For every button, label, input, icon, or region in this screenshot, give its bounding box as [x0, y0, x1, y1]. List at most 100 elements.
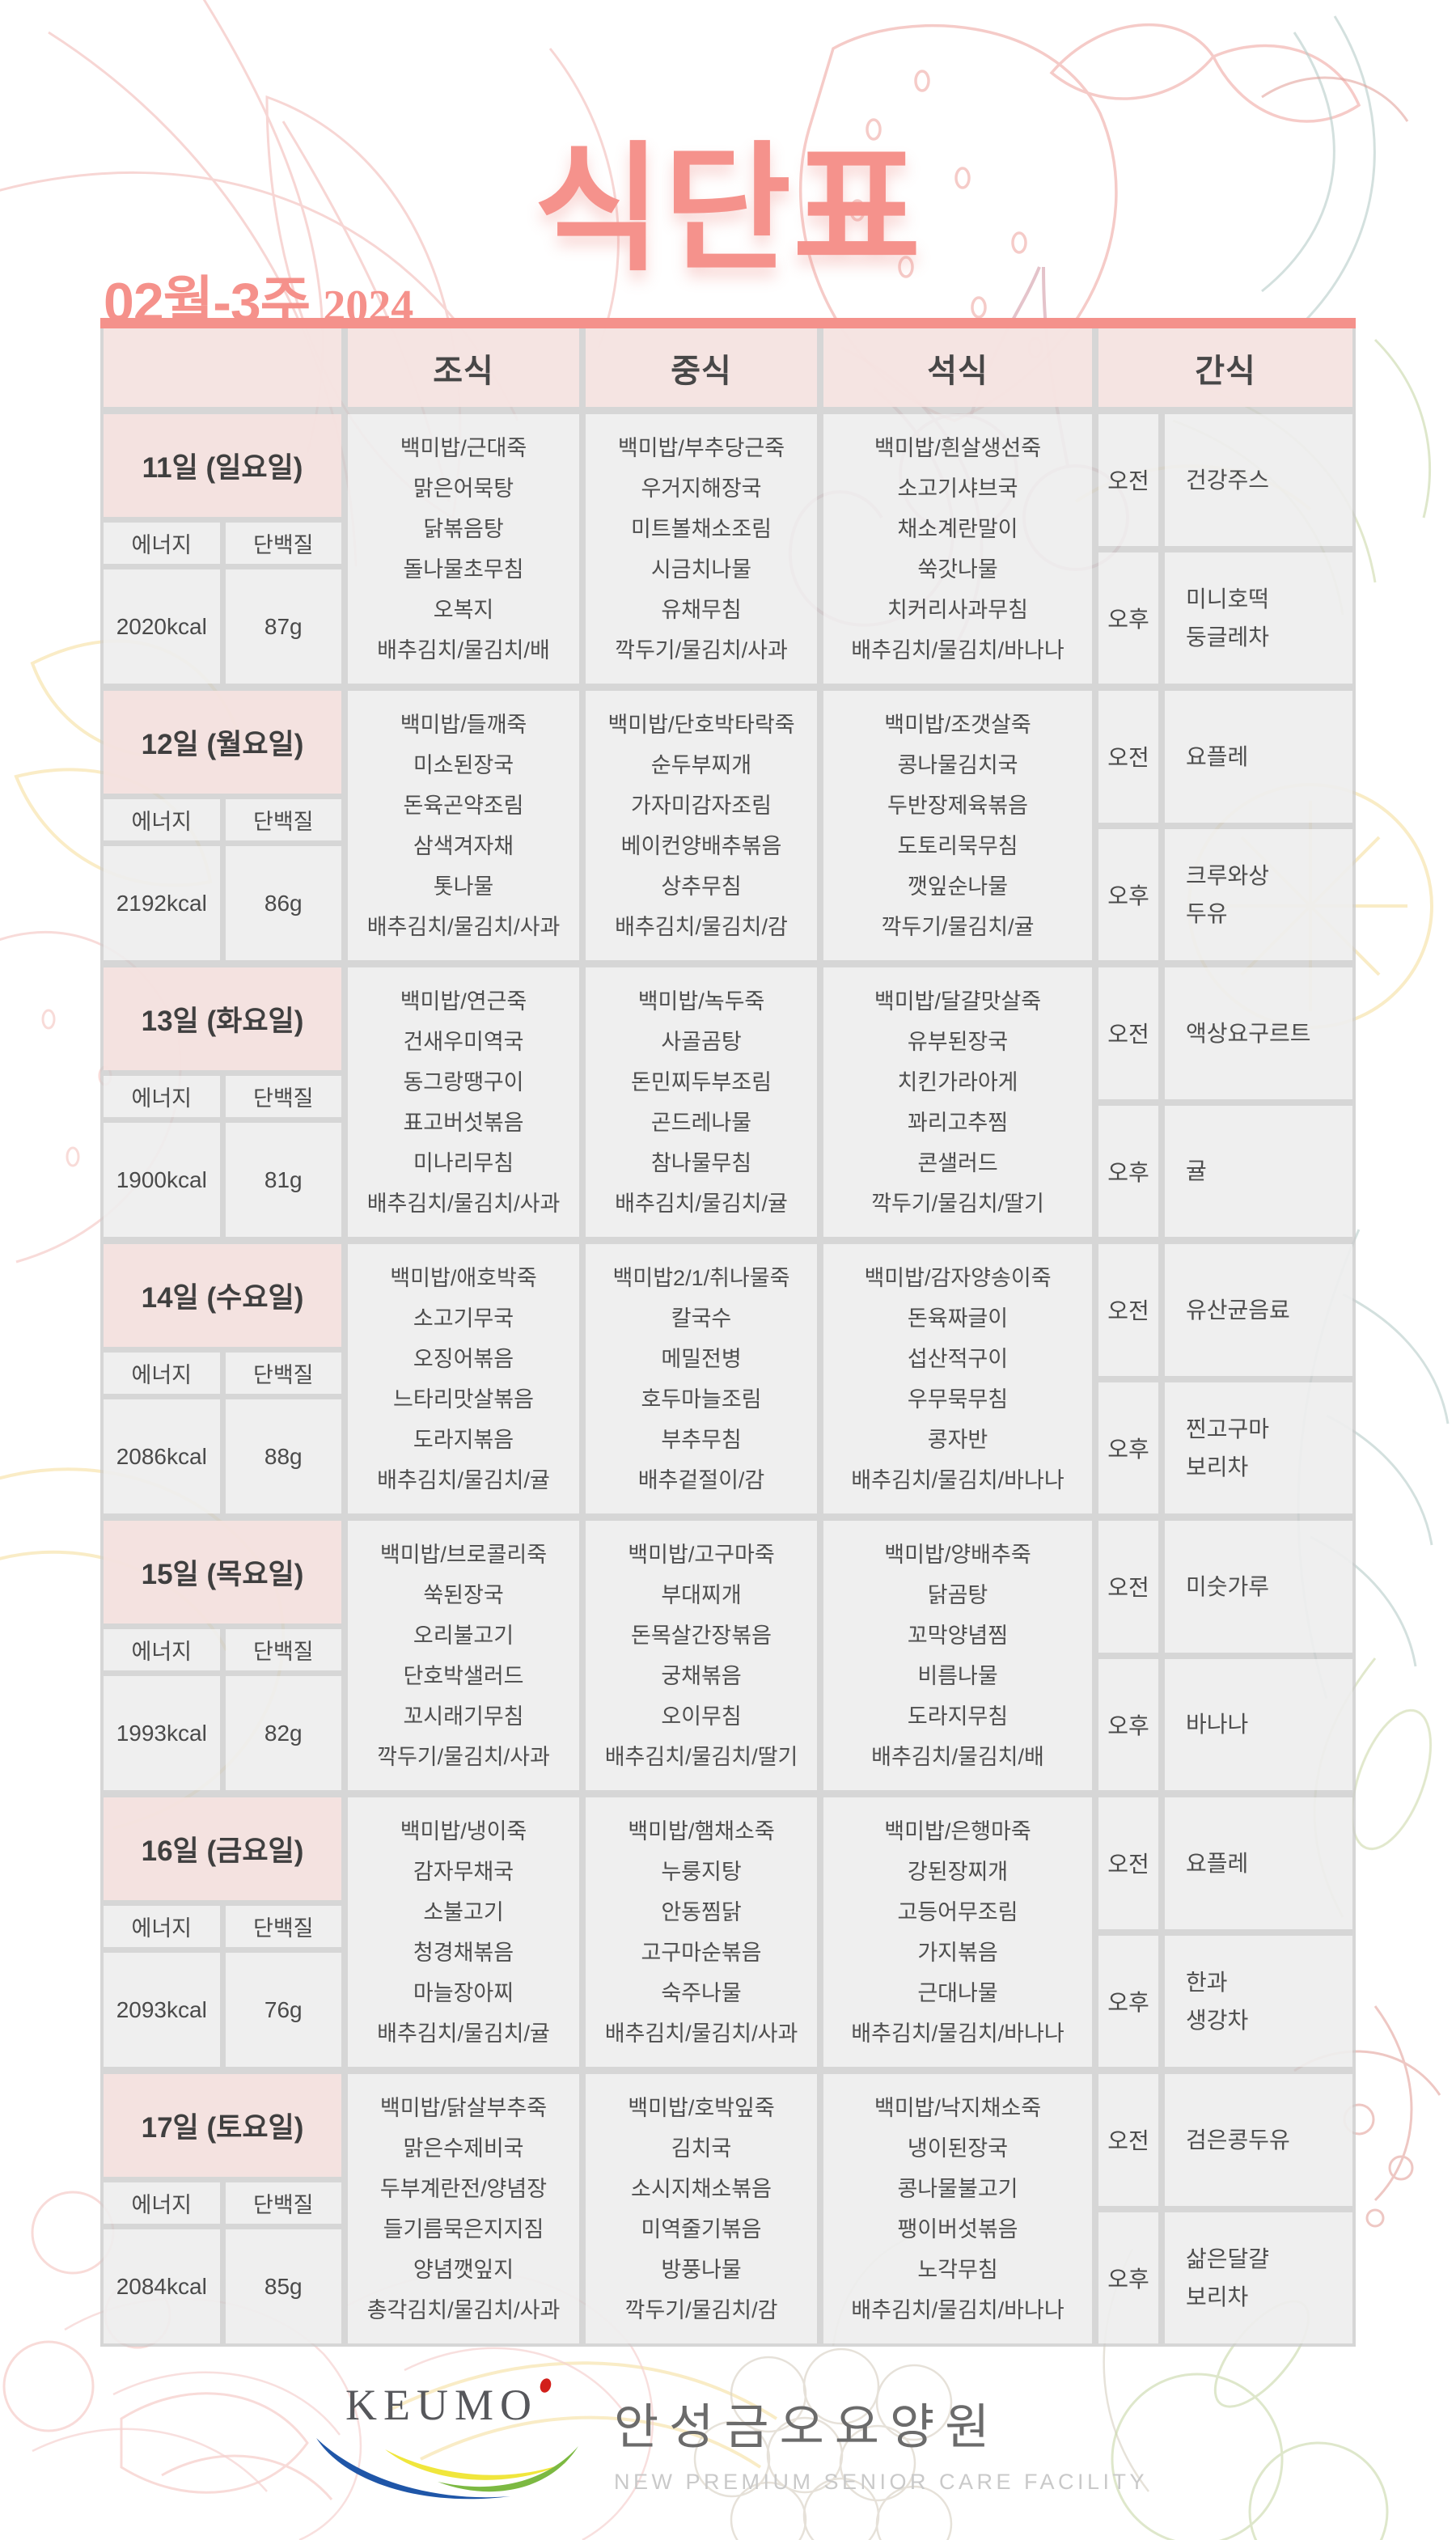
protein-value: 76g	[225, 1953, 341, 2067]
energy-label: 에너지	[104, 1076, 220, 1117]
day-info-block: 15일 (목요일) 에너지 단백질 1993kcal 82g	[104, 1521, 341, 1790]
afternoon-label: 오후	[1098, 1105, 1158, 1237]
lunch-cell: 백미밥2/1/취나물죽 칼국수 메밀전병 호두마늘조림 부추무침 배추겉절이/감	[586, 1244, 817, 1513]
meal-line: 사골곰탕	[661, 1029, 742, 1054]
meal-line: 검은콩두유	[1186, 2127, 1290, 2153]
meal-line: 미숫가루	[1186, 1573, 1270, 1599]
meal-line: 꼬막양념찜	[907, 1623, 1009, 1648]
page-title: 식단표	[533, 132, 923, 287]
afternoon-snack-cell: 바나나	[1165, 1658, 1352, 1790]
meal-line: 깍두기/물김치/사과	[377, 1744, 550, 1769]
meal-line: 느타리맛살볶음	[393, 1386, 534, 1412]
meal-line: 요플레	[1186, 1850, 1249, 1876]
meal-line: 삶은달걀	[1186, 2246, 1270, 2271]
meal-line: 쑥된장국	[423, 1582, 504, 1607]
lunch-cell: 백미밥/호박잎죽 김치국 소시지채소볶음 미역줄기볶음 방풍나물 깍두기/물김치/감	[586, 2074, 817, 2343]
meal-line: 바나나	[1186, 1712, 1249, 1738]
protein-label: 단백질	[225, 1353, 341, 1394]
meal-line: 배추김치/물김치/사과	[366, 914, 561, 939]
day-title: 12일 (월요일)	[104, 691, 341, 794]
meal-line: 양념깻잎지	[413, 2257, 514, 2282]
protein-label: 단백질	[225, 1629, 341, 1670]
meal-line: 콩나물김치국	[897, 752, 1018, 777]
meal-line: 미소된장국	[413, 752, 514, 777]
meal-line: 닭볶음탕	[423, 516, 504, 541]
meal-line: 도라지무침	[907, 1704, 1009, 1729]
meal-line: 꼬시래기무침	[403, 1704, 524, 1729]
header-breakfast: 조식	[348, 328, 579, 407]
keumo-logo: KEUMO	[308, 2377, 578, 2510]
meal-line: 소고기샤브국	[897, 476, 1018, 501]
morning-label: 오전	[1098, 691, 1158, 823]
meal-line: 백미밥/감자양송이죽	[864, 1265, 1052, 1290]
meal-line: 두유	[1186, 900, 1228, 926]
meal-line: 백미밥/달걀맛살죽	[874, 988, 1042, 1014]
meal-line: 백미밥/조갯살죽	[884, 712, 1031, 737]
meal-line: 보리차	[1186, 2284, 1249, 2309]
dinner-cell: 백미밥/낙지채소죽 냉이된장국 콩나물불고기 팽이버섯볶음 노각무침 배추김치/물김치/바…	[823, 2074, 1092, 2343]
meal-line: 시금치나물	[650, 557, 752, 582]
meal-line: 백미밥/양배추죽	[884, 1542, 1031, 1567]
meal-line: 청경채볶음	[413, 1940, 514, 1965]
meal-line: 깍두기/물김치/감	[624, 2297, 778, 2322]
breakfast-cell: 백미밥/닭살부추죽 맑은수제비국 두부계란전/양념장 들기름묵은지지짐 양념깻잎지 총각김…	[348, 2074, 579, 2343]
footer: KEUMO 안성금오요양원 NEW PREMIUM SENIOR CARE FA…	[0, 2377, 1456, 2510]
day-info-block: 17일 (토요일) 에너지 단백질 2084kcal 85g	[104, 2074, 341, 2343]
afternoon-label: 오후	[1098, 2212, 1158, 2343]
day-info-block: 12일 (월요일) 에너지 단백질 2192kcal 86g	[104, 691, 341, 960]
meal-line: 총각김치/물김치/사과	[366, 2297, 561, 2322]
breakfast-cell: 백미밥/냉이죽 감자무채국 소불고기 청경채볶음 마늘장아찌 배추김치/물김치/귤	[348, 1797, 579, 2067]
afternoon-label: 오후	[1098, 1935, 1158, 2067]
meal-line: 백미밥2/1/취나물죽	[612, 1265, 790, 1290]
day-info-block: 14일 (수요일) 에너지 단백질 2086kcal 88g	[104, 1244, 341, 1513]
facility-subtitle: NEW PREMIUM SENIOR CARE FACILITY	[613, 2470, 1149, 2494]
meal-line: 배추김치/물김치/바나나	[851, 2297, 1064, 2322]
meal-line: 섭산적구이	[907, 1346, 1009, 1371]
day-title: 13일 (화요일)	[104, 967, 341, 1070]
day-row: 14일 (수요일) 에너지 단백질 2086kcal 88g 백미밥/애호박죽 소…	[104, 1244, 1352, 1513]
facility-block: 안성금오요양원 NEW PREMIUM SENIOR CARE FACILITY	[614, 2380, 1148, 2495]
day-row: 17일 (토요일) 에너지 단백질 2084kcal 85g 백미밥/닭살부추죽…	[104, 2074, 1352, 2343]
morning-label: 오전	[1098, 1797, 1158, 1929]
afternoon-snack-cell: 미니호떡 둥글레차	[1165, 552, 1352, 684]
meal-line: 동그랑땡구이	[403, 1069, 524, 1094]
meal-line: 백미밥/들깨죽	[400, 712, 527, 737]
energy-label: 에너지	[104, 1629, 220, 1670]
meal-line: 노각무침	[917, 2257, 998, 2282]
protein-label: 단백질	[225, 523, 341, 564]
meal-line: 배추겉절이/감	[637, 1467, 765, 1492]
meal-line: 깻잎순나물	[907, 874, 1009, 899]
meal-line: 꽈리고추찜	[907, 1110, 1009, 1135]
keumo-logo-text: KEUMO	[345, 2377, 553, 2430]
energy-label: 에너지	[104, 1906, 220, 1947]
energy-value: 2086kcal	[104, 1399, 220, 1513]
dinner-cell: 백미밥/양배추죽 닭곰탕 꼬막양념찜 비름나물 도라지무침 배추김치/물김치/배	[823, 1521, 1092, 1790]
meal-line: 미역줄기볶음	[641, 2216, 762, 2242]
meal-line: 쑥갓나물	[917, 557, 998, 582]
menu-table: 조식 중식 석식 간식 11일 (일요일) 에너지 단백질 2020kcal 8…	[100, 328, 1356, 2347]
day-info-block: 16일 (금요일) 에너지 단백질 2093kcal 76g	[104, 1797, 341, 2067]
meal-line: 베이컨양배추볶음	[620, 833, 782, 858]
protein-value: 85g	[225, 2229, 341, 2343]
meal-line: 칼국수	[671, 1306, 732, 1331]
meal-line: 냉이된장국	[907, 2136, 1009, 2161]
meal-line: 배추김치/물김치/바나나	[851, 637, 1064, 663]
dinner-cell: 백미밥/은행마죽 강된장찌개 고등어무조림 가지볶음 근대나물 배추김치/물김치/바나나	[823, 1797, 1092, 2067]
morning-snack-cell: 검은콩두유	[1165, 2074, 1352, 2206]
afternoon-snack-cell: 크루와상 두유	[1165, 828, 1352, 960]
meal-line: 돈육곤약조림	[403, 793, 524, 818]
afternoon-snack-cell: 귤	[1165, 1105, 1352, 1237]
morning-snack-cell: 유산균음료	[1165, 1244, 1352, 1376]
meal-line: 호두마늘조림	[641, 1386, 762, 1412]
meal-line: 콩나물불고기	[897, 2176, 1018, 2201]
energy-label: 에너지	[104, 799, 220, 840]
protein-value: 86g	[225, 846, 341, 960]
day-title: 17일 (토요일)	[104, 2074, 341, 2177]
meal-line: 고구마순볶음	[641, 1940, 762, 1965]
meal-line: 백미밥/은행마죽	[884, 1818, 1031, 1844]
meal-line: 맑은수제비국	[403, 2136, 524, 2161]
energy-label: 에너지	[104, 523, 220, 564]
logo-swoosh-icon	[308, 2432, 578, 2510]
